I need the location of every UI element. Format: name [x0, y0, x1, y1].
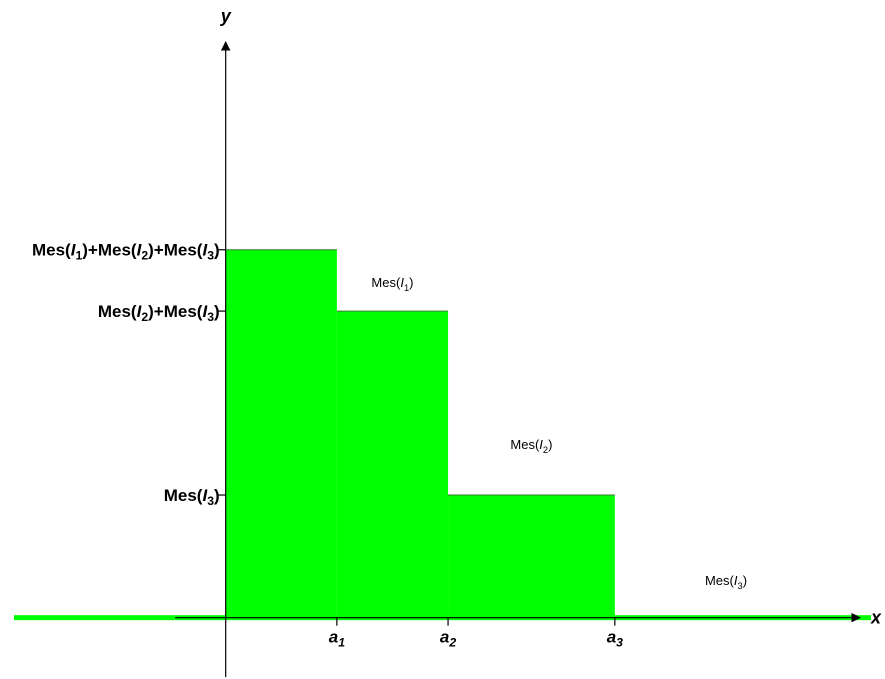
y-tick-label-3: Mes(I1)+Mes(I2)+Mes(I3): [32, 241, 220, 263]
x-axis-label: x: [870, 608, 882, 628]
axes-layer: [175, 41, 861, 677]
x-tick-label-1: a1: [329, 628, 345, 650]
x-tick-label-3: a3: [607, 628, 623, 650]
bar-1: [225, 249, 337, 618]
y-tick-label-2: Mes(I2)+Mes(I3): [98, 302, 220, 324]
x-tick-label-2: a2: [440, 628, 456, 650]
bar-2: [336, 311, 449, 618]
y-tick-label-1: Mes(I3): [164, 486, 220, 508]
y-axis-label: y: [220, 6, 232, 26]
annotation-1: Mes(I1): [371, 275, 413, 293]
annotation-3: Mes(I3): [705, 573, 747, 591]
labels-layer: x y a1 a2 a3 Mes(I3) Mes(I2)+Mes(I3) Mes(I1)+Me…: [32, 6, 882, 650]
bars-layer: [14, 249, 871, 621]
annotation-2: Mes(I2): [510, 437, 552, 455]
bar-3: [448, 495, 615, 618]
